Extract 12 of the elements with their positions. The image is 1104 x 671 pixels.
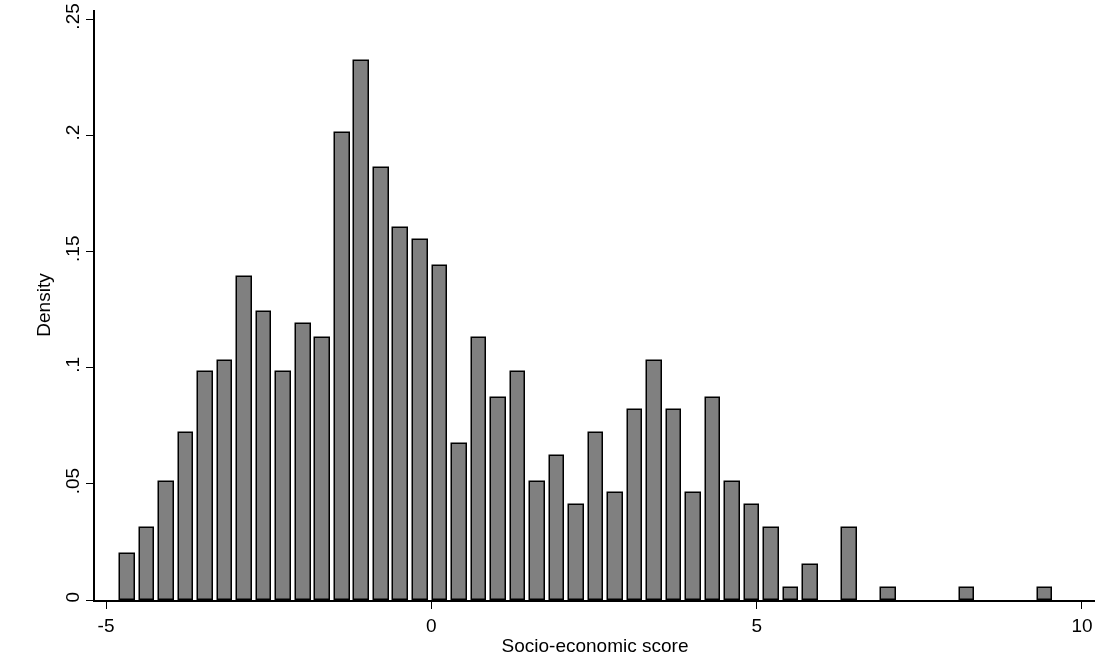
x-tick-label: 10 [1071, 614, 1093, 636]
y-tick-label: .2 [61, 124, 83, 141]
x-tick-label: -5 [97, 614, 115, 636]
y-tick-label: 0 [61, 591, 83, 603]
y-axis-title: Density [33, 272, 54, 337]
y-tick-label: .05 [61, 467, 83, 495]
y-tick-label: .15 [61, 235, 83, 262]
x-tick-label: 0 [426, 614, 437, 636]
y-tick-label: .25 [61, 3, 83, 30]
x-axis-title: Socio-economic score [501, 634, 689, 656]
y-tick-label: .1 [61, 356, 83, 373]
x-tick-label: 5 [751, 614, 762, 636]
